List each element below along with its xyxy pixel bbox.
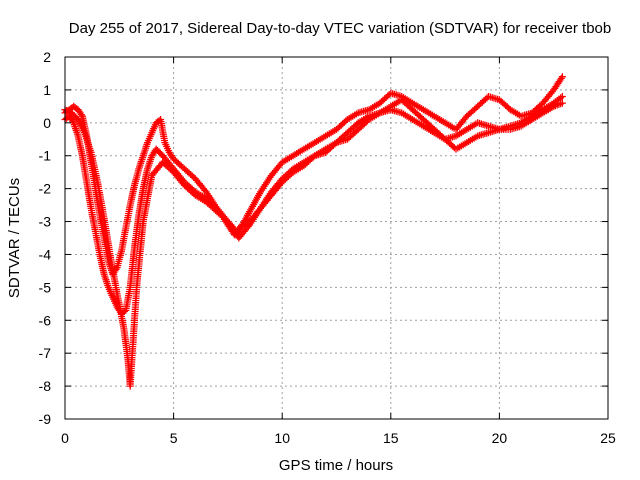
y-tick-label: 2 bbox=[43, 49, 51, 65]
x-tick-label: 15 bbox=[383, 430, 399, 446]
y-tick-label: -2 bbox=[39, 181, 52, 197]
x-tick-label: 0 bbox=[61, 430, 69, 446]
data-point-marker bbox=[168, 167, 176, 175]
x-tick-label: 20 bbox=[492, 430, 508, 446]
x-tick-label: 10 bbox=[274, 430, 290, 446]
x-tick-label: 5 bbox=[170, 430, 178, 446]
y-tick-label: -4 bbox=[39, 246, 52, 262]
data-point-marker bbox=[64, 107, 72, 115]
y-tick-label: -3 bbox=[39, 214, 52, 230]
y-tick-labels: -9 -8 -7 -6 -5 -4 -3 -2 -1 0 1 2 bbox=[39, 49, 52, 427]
y-tick-label: 1 bbox=[43, 82, 51, 98]
y-tick-label: -6 bbox=[39, 312, 52, 328]
x-axis-label: GPS time / hours bbox=[279, 457, 393, 474]
series-3 bbox=[61, 96, 566, 390]
chart-title: Day 255 of 2017, Sidereal Day-to-day VTE… bbox=[69, 20, 611, 37]
y-axis-label: SDTVAR / TECUs bbox=[6, 178, 23, 298]
y-tick-label: 0 bbox=[43, 115, 51, 131]
y-tick-label: -8 bbox=[39, 378, 52, 394]
y-tick-label: -7 bbox=[39, 345, 52, 361]
data-point-marker bbox=[558, 93, 566, 100]
x-tick-label: 25 bbox=[600, 430, 616, 446]
data-points bbox=[61, 73, 566, 390]
y-tick-label: -9 bbox=[39, 411, 52, 427]
data-point-marker bbox=[277, 176, 285, 184]
x-tick-labels: 0 5 10 15 20 25 bbox=[61, 430, 616, 446]
data-point-marker bbox=[558, 99, 566, 107]
data-point-marker bbox=[558, 73, 566, 81]
data-point-marker bbox=[77, 111, 85, 119]
plot-frame bbox=[64, 56, 609, 420]
y-tick-label: -5 bbox=[39, 279, 52, 295]
y-tick-label: -1 bbox=[39, 148, 52, 164]
axis-ticks bbox=[64, 56, 609, 420]
